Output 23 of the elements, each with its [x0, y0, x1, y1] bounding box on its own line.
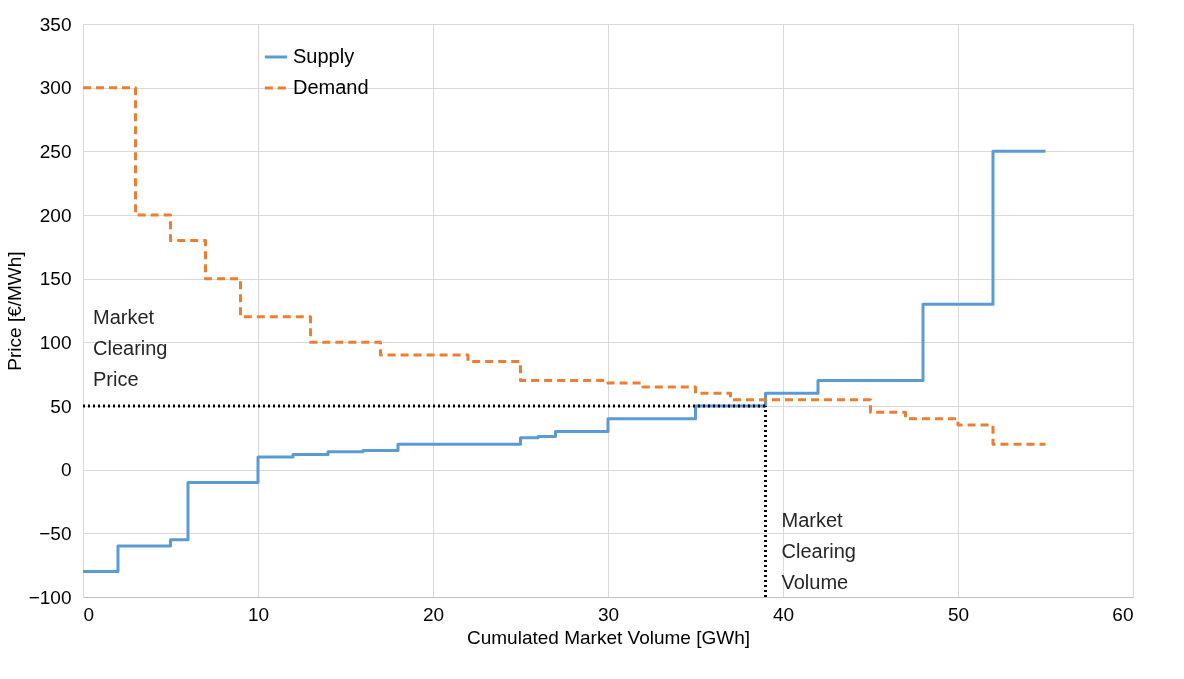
y-tick-label: 300	[39, 77, 72, 99]
y-axis-title: Price [€/MWh]	[3, 251, 25, 371]
legend-label: Supply	[293, 45, 355, 67]
y-tick-label: −100	[28, 586, 72, 608]
x-tick-label: 10	[247, 603, 270, 625]
x-tick-label: 0	[83, 603, 95, 625]
x-tick-label: 60	[1112, 603, 1134, 625]
x-tick-label: 30	[597, 603, 620, 625]
y-tick-label: 200	[39, 204, 72, 226]
x-axis-title: Cumulated Market Volume [GWh]	[467, 626, 750, 648]
y-tick-label: 100	[39, 331, 72, 353]
ref-line-label: Market Clearing Volume	[781, 509, 856, 593]
y-tick-label: 250	[39, 140, 72, 162]
x-tick-label: 50	[947, 603, 970, 625]
y-tick-label: 50	[50, 395, 72, 417]
y-tick-label: 150	[39, 268, 72, 290]
x-tick-label: 40	[772, 603, 795, 625]
y-tick-label: −50	[39, 522, 72, 544]
x-tick-label: 20	[422, 603, 445, 625]
ref-line-label: Market Clearing Price	[93, 306, 168, 390]
y-tick-label: 0	[60, 459, 72, 481]
legend-label: Demand	[293, 76, 369, 98]
y-tick-label: 350	[39, 13, 72, 35]
